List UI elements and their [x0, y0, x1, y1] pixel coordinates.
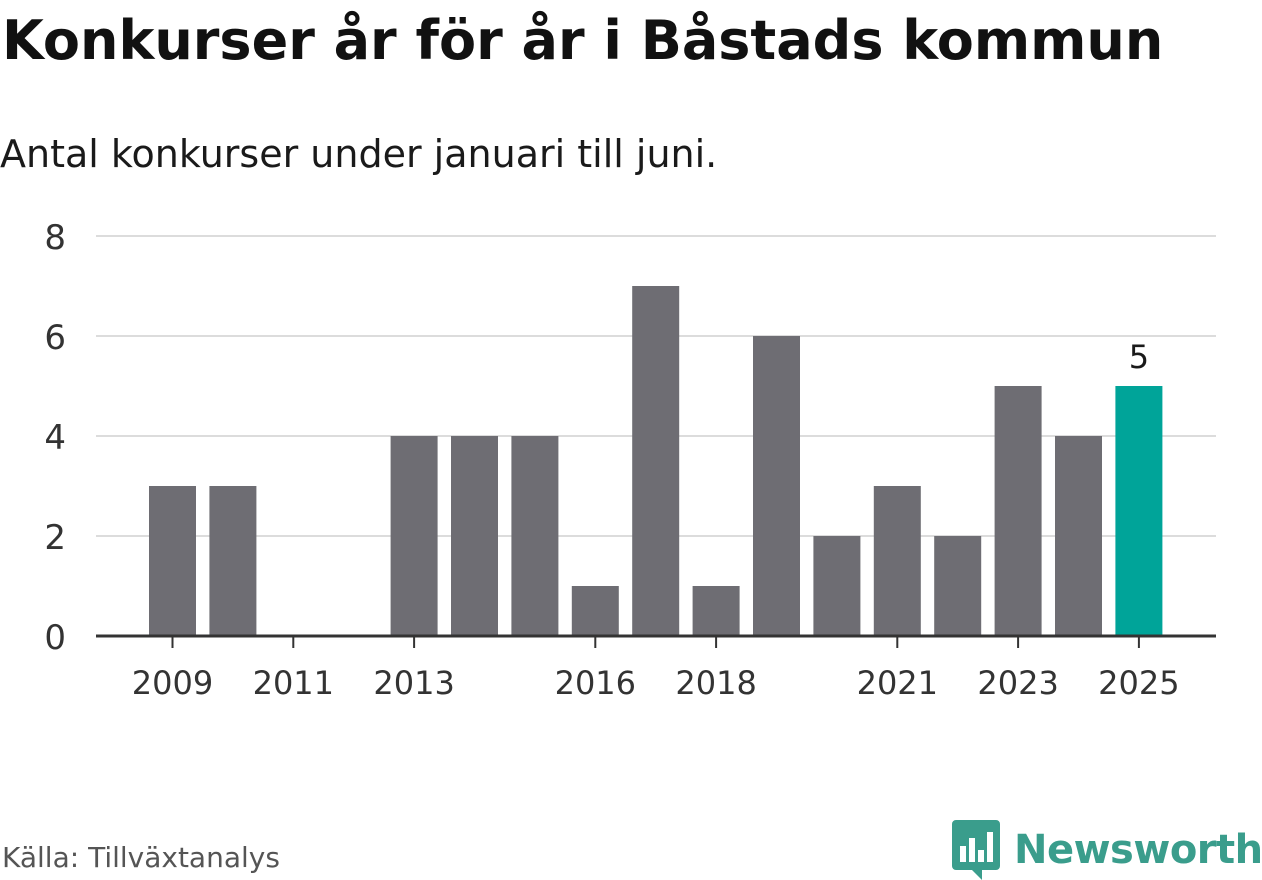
- bar-2020: [813, 536, 861, 636]
- brand-name: Newsworthy: [1014, 827, 1262, 873]
- chart-title: Konkurser år för år i Båstads kommun: [2, 9, 1164, 72]
- bar-2009: [149, 486, 196, 636]
- bar-2019: [753, 336, 800, 636]
- bar-2018: [692, 586, 740, 636]
- y-tick-label: 8: [44, 218, 66, 258]
- y-tick-label: 0: [44, 618, 66, 658]
- x-tick-label: 2011: [253, 664, 334, 702]
- x-tick-label: 2016: [555, 664, 636, 702]
- source-note: Källa: Tillväxtanalys: [2, 841, 280, 874]
- bar-2010: [209, 486, 257, 636]
- bar-2014: [451, 436, 498, 636]
- bar-2016: [571, 586, 619, 636]
- data-label-2025: 5: [1129, 338, 1149, 376]
- bar-2023: [994, 386, 1042, 636]
- x-tick-label: 2018: [675, 664, 756, 702]
- x-axis-tick-labels: 2009 2011 2013 2016 2018 2021 2023 2025: [132, 664, 1180, 702]
- x-tick-label: 2021: [857, 664, 938, 702]
- data-labels: 5: [1129, 338, 1149, 376]
- bar-2013: [390, 436, 438, 636]
- bars: [149, 286, 1163, 636]
- bar-2024: [1055, 436, 1102, 636]
- y-tick-label: 4: [44, 418, 66, 458]
- chart-subtitle: Antal konkurser under januari till juni.: [0, 132, 718, 176]
- bar-2015: [511, 436, 559, 636]
- bar-2022: [934, 536, 982, 636]
- bar-2025: [1115, 386, 1163, 636]
- x-tick-label: 2009: [132, 664, 213, 702]
- x-tick-label: 2013: [373, 664, 454, 702]
- y-axis-tick-labels: 0 2 4 6 8: [44, 218, 66, 658]
- newsworthy-logo-icon: [952, 820, 1000, 880]
- y-tick-label: 6: [44, 318, 66, 358]
- bar-2021: [873, 486, 921, 636]
- brand-logo: Newsworthy: [952, 820, 1262, 880]
- bar-2017: [632, 286, 680, 636]
- x-axis: [96, 634, 1216, 648]
- x-tick-label: 2023: [977, 664, 1058, 702]
- y-tick-label: 2: [44, 518, 66, 558]
- x-tick-label: 2025: [1098, 664, 1179, 702]
